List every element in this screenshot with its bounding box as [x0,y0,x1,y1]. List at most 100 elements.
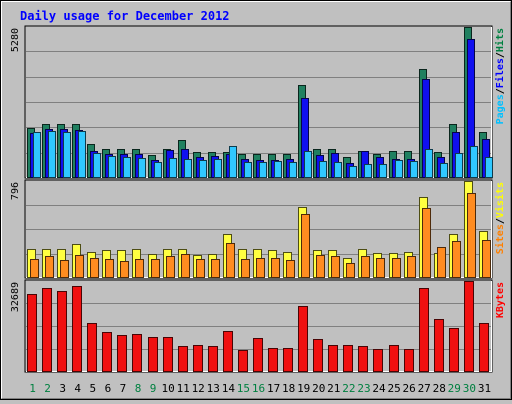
chart-title: Daily usage for December 2012 [20,9,230,23]
legend-entry: / [495,218,506,224]
legend-entry: Hits [494,28,506,52]
bar-pages-9 [154,162,162,178]
x-tick-label: 4 [74,382,81,395]
bar-sites-18 [286,260,295,278]
bar-kbytes-2 [42,288,52,372]
bar-sites-15 [241,259,250,278]
bar-sites-17 [271,258,280,278]
x-tick-label: 12 [192,382,205,395]
legend-visits-sites: Sites/Visits [494,182,506,254]
bar-kbytes-30 [464,281,474,372]
x-tick-label: 9 [150,382,157,395]
bar-sites-10 [166,256,175,278]
bar-sites-30 [467,193,476,278]
bar-kbytes-1 [27,294,37,372]
bar-kbytes-3 [57,291,67,372]
bar-kbytes-18 [283,348,293,372]
bar-kbytes-31 [479,323,489,372]
bar-pages-1 [33,132,41,178]
x-tick-label: 15 [237,382,250,395]
x-tick-label: 3 [59,382,66,395]
bar-sites-3 [60,260,69,278]
bar-sites-4 [75,255,84,278]
bar-sites-21 [331,256,340,278]
bar-pages-13 [214,159,222,178]
legend-kbytes: KBytes [495,282,506,318]
x-tick-label: 25 [387,382,400,395]
bar-pages-31 [485,157,493,178]
bar-pages-25 [395,160,403,178]
x-tick-label: 16 [252,382,265,395]
bar-kbytes-11 [178,346,188,372]
bar-pages-22 [349,166,357,178]
bar-kbytes-21 [328,345,338,372]
bar-kbytes-26 [404,349,414,372]
bar-pages-4 [78,131,86,178]
bar-pages-14 [229,146,237,178]
legend-hits-files-pages: Pages/Files/Hits [494,28,506,124]
bar-kbytes-4 [72,286,82,372]
bar-sites-28 [437,247,446,278]
bar-kbytes-27 [419,288,429,372]
bar-sites-8 [135,259,144,278]
y-max-label: 5280 [10,28,21,52]
bar-sites-25 [392,258,401,278]
bar-kbytes-23 [358,346,368,372]
bar-pages-3 [63,132,71,178]
bar-kbytes-15 [238,350,248,372]
bar-sites-23 [361,256,370,278]
bar-kbytes-20 [313,339,323,372]
bar-kbytes-28 [434,319,444,372]
x-tick-label: 18 [282,382,295,395]
bar-pages-5 [93,153,101,178]
bar-pages-30 [470,146,478,178]
bar-pages-8 [138,158,146,178]
bar-kbytes-9 [148,337,158,372]
bar-kbytes-8 [132,334,142,372]
bar-sites-20 [316,255,325,278]
legend-entry: Files [494,58,506,88]
bar-sites-6 [105,259,114,278]
x-tick-label: 2 [44,382,51,395]
bar-kbytes-16 [253,338,263,372]
bar-pages-11 [184,159,192,178]
bar-sites-26 [407,256,416,278]
bar-kbytes-19 [298,306,308,372]
x-tick-label: 28 [433,382,446,395]
legend-entry: / [495,88,506,94]
legend-entry: Sites [494,224,506,254]
bar-sites-1 [30,259,39,278]
bar-kbytes-5 [87,323,97,372]
bar-pages-26 [410,161,418,178]
bar-pages-6 [108,156,116,178]
legend-entry: / [495,52,506,58]
x-tick-label: 31 [478,382,491,395]
bar-kbytes-12 [193,345,203,372]
legend-entry: KBytes [495,282,506,318]
bar-sites-29 [452,241,461,278]
x-tick-label: 24 [372,382,386,395]
bar-kbytes-10 [163,337,173,372]
x-tick-label: 27 [418,382,431,395]
x-tick-label: 19 [297,382,310,395]
panel-visits-sites: 796 Sites/Visits [10,179,506,279]
x-tick-label: 8 [135,382,142,395]
panel-kbytes: 32689 KBytes [10,279,506,373]
bar-pages-29 [455,153,463,178]
bar-kbytes-7 [117,335,127,372]
bar-pages-16 [259,162,267,178]
x-tick-label: 13 [207,382,220,395]
x-tick-label: 23 [357,382,370,395]
bar-sites-7 [120,261,129,278]
x-tick-label: 26 [402,382,415,395]
x-tick-label: 14 [222,382,236,395]
bar-sites-9 [151,259,160,278]
bar-pages-15 [244,162,252,178]
bar-pages-19 [304,151,312,178]
x-tick-label: 1 [29,382,36,395]
bar-sites-2 [45,256,54,278]
bar-kbytes-13 [208,346,218,372]
legend-entry: Pages [495,94,506,124]
bar-kbytes-22 [343,345,353,372]
bar-pages-10 [169,158,177,178]
